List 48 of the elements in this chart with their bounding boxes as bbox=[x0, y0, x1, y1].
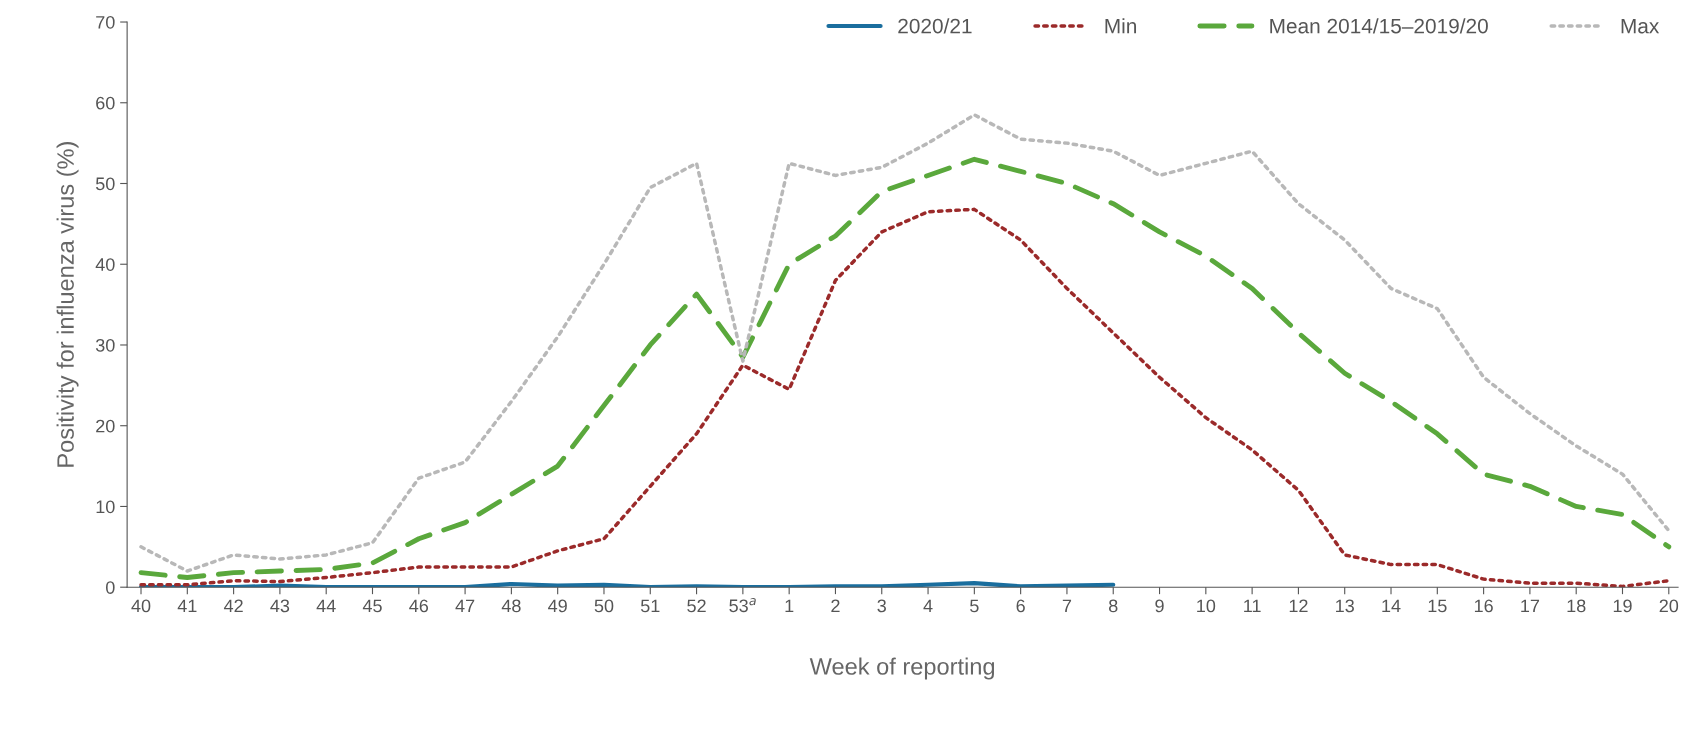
x-tick-label: 18 bbox=[1567, 599, 1586, 613]
x-tick-label: 42 bbox=[223, 599, 243, 613]
x-tick-label: 47 bbox=[455, 599, 475, 613]
x-tick-label: 5 bbox=[970, 599, 979, 613]
y-tick-label: 30 bbox=[95, 338, 115, 352]
y-tick-label: 40 bbox=[95, 258, 115, 271]
x-axis-title: Week of reporting bbox=[809, 657, 995, 680]
legend-label: Max bbox=[1621, 18, 1660, 34]
x-tick-label: 7 bbox=[1062, 599, 1072, 613]
x-tick-label: 51 bbox=[640, 599, 660, 613]
x-tick-label: 14 bbox=[1382, 599, 1401, 613]
legend-label: Mean 2014/15–2019/20 bbox=[1270, 18, 1488, 34]
x-tick-label: 9 bbox=[1155, 599, 1164, 613]
y-axis-title: Positivity for influenza virus (%) bbox=[56, 142, 79, 467]
x-tick-label: 3 bbox=[877, 599, 886, 613]
y-tick-label: 50 bbox=[95, 177, 115, 191]
y-tick-label: 60 bbox=[96, 96, 115, 110]
x-tick-label: 41 bbox=[177, 599, 197, 613]
x-tick-label: 15 bbox=[1428, 599, 1447, 613]
x-tick-label: 13 bbox=[1336, 599, 1354, 613]
y-tick-label: 70 bbox=[96, 15, 115, 29]
x-tick-label: 6 bbox=[1016, 599, 1025, 613]
x-tick-label: 48 bbox=[501, 599, 521, 613]
legend-label: Min bbox=[1105, 18, 1137, 34]
y-tick-label: 20 bbox=[96, 419, 115, 433]
x-tick-label: 49 bbox=[548, 599, 567, 613]
x-tick-label: 2 bbox=[831, 599, 840, 613]
x-tick-label: 20 bbox=[1659, 599, 1679, 613]
x-tick-label: 8 bbox=[1109, 599, 1118, 613]
x-tick-label: 46 bbox=[409, 599, 429, 613]
x-tick-label: 10 bbox=[1197, 599, 1216, 613]
legend-label: 2020/21 bbox=[898, 18, 972, 34]
x-tick-label: 12 bbox=[1289, 599, 1308, 613]
y-tick-label: 0 bbox=[105, 581, 115, 594]
x-tick-label: 17 bbox=[1521, 599, 1540, 613]
x-tick-label: 40 bbox=[131, 599, 151, 613]
x-tick-label: 4 bbox=[923, 599, 933, 613]
x-tick-label: 52 bbox=[687, 599, 706, 613]
x-tick-label: 45 bbox=[362, 599, 382, 613]
x-tick-label: 19 bbox=[1613, 599, 1632, 613]
y-tick-label: 10 bbox=[96, 500, 115, 514]
x-tick-label: 44 bbox=[316, 599, 336, 613]
x-tick-label: 16 bbox=[1474, 599, 1493, 613]
x-tick-label: 43 bbox=[270, 599, 290, 613]
x-tick-label: 11 bbox=[1244, 599, 1261, 613]
x-tick-label: 1 bbox=[785, 599, 794, 613]
x-tick-label: 50 bbox=[594, 599, 614, 613]
x-tick-label: 53$^{a}$ bbox=[729, 598, 756, 613]
